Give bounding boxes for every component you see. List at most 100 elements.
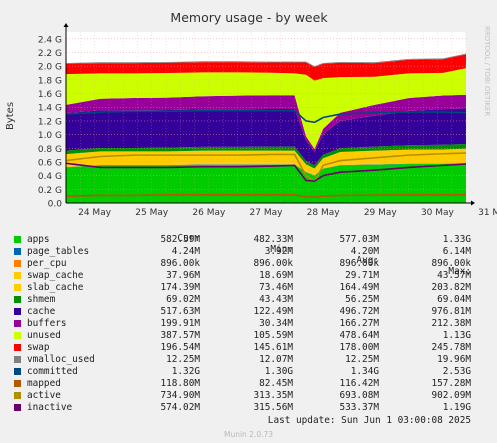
legend-min: 18.69M [259,270,293,281]
legend-min: 122.49M [253,306,293,317]
legend-cur: 4.24M [171,246,200,257]
line-committed [65,109,467,124]
legend-swatch [14,368,21,375]
legend-avg: 533.37M [339,402,379,413]
legend-min: 482.33M [253,234,293,245]
legend-min: 82.45M [259,378,293,389]
legend-min: 145.61M [253,342,293,353]
rrdtool-credit: RRDTOOL / TOBI OETIKER [483,26,491,116]
legend-swatch [14,284,21,291]
legend-avg: 496.72M [339,306,379,317]
x-tick-label: 24 May [78,208,112,218]
area-shmem [66,144,466,169]
memory-chart: Memory usage - by week Bytes RRDTOOL / T… [5,10,497,218]
y-tick-label: 2.0 G [38,63,62,73]
legend-avg: 12.25M [345,354,379,365]
legend-name: page_tables [27,246,90,257]
legend-avg: 478.64M [339,330,379,341]
legend-max: 2.53G [442,366,471,377]
legend-name: inactive [27,402,73,413]
line-inactive [65,162,467,182]
legend-cur: 517.63M [160,306,200,317]
legend-row-cache: cache 517.63M 122.49M 496.72M 976.81M [0,306,497,317]
legend-min: 73.46M [259,282,293,293]
legend-row-swap: swap 196.54M 145.61M 178.00M 245.78M [0,342,497,353]
legend-avg: 164.49M [339,282,379,293]
munin-version: Munin 2.0.73 [223,430,274,439]
area-unused [66,68,466,149]
legend-row-vmalloc_used: vmalloc_used 12.25M 12.07M 12.25M 19.96M [0,354,497,365]
legend-max: 43.57M [437,270,471,281]
legend-avg: 693.08M [339,390,379,401]
legend-cur: 734.90M [160,390,200,401]
legend-max: 203.82M [431,282,471,293]
legend-header-cur: Cur: [177,233,200,244]
legend-swatch [14,296,21,303]
legend-cur: 1.32G [171,366,200,377]
legend-min: 313.35M [253,390,293,401]
legend-row-unused: unused 387.57M 105.59M 478.64M 1.13G [0,330,497,341]
legend-header: Cur: Min: Avg: Max: [0,222,497,277]
legend-max: 1.13G [442,330,471,341]
legend-avg: 116.42M [339,378,379,389]
x-tick-label: 25 May [135,208,169,218]
chart-title: Memory usage - by week [170,10,328,25]
legend-max: 902.09M [431,390,471,401]
legend-row-committed: committed 1.32G 1.30G 1.34G 2.53G [0,366,497,377]
legend-header-avg: Avg: [356,255,379,266]
y-tick-label: 2.2 G [38,49,62,59]
legend-cur: 199.91M [160,318,200,329]
legend-cur: 37.96M [166,270,200,281]
legend-cur: 896.00k [160,258,200,269]
area-buffers [66,94,466,152]
legend-name: cache [27,306,56,317]
legend-max: 69.04M [437,294,471,305]
legend-swatch [14,332,21,339]
x-tick-label: 29 May [364,208,398,218]
legend-avg: 166.27M [339,318,379,329]
legend-avg: 1.34G [350,366,379,377]
legend-swatch [14,320,21,327]
legend-min: 12.07M [259,354,293,365]
last-update: Last update: Sun Jun 1 03:00:08 2025 [267,415,471,426]
legend-name: vmalloc_used [27,354,95,365]
legend-cur: 196.54M [160,342,200,353]
y-tick-label: 0.6 G [38,158,62,168]
legend-cur: 118.80M [160,378,200,389]
legend-row-shmem: shmem 69.02M 43.43M 56.25M 69.04M [0,294,497,305]
legend-row-inactive: inactive 574.02M 315.56M 533.37M 1.19G [0,402,497,413]
x-axis-arrow [471,200,475,206]
y-tick-label: 1.0 G [38,131,62,141]
y-tick-label: 0.8 G [38,145,62,155]
legend-name: shmem [27,294,56,305]
legend-row-per_cpu: per_cpu 896.00k 896.00k 896.00k 896.00k [0,258,497,269]
legend-header-min: Min: [270,244,293,255]
line-mapped [65,193,466,198]
legend-name: unused [27,330,61,341]
legend-swatch [14,272,21,279]
legend-max: 245.78M [431,342,471,353]
x-tick-label: 28 May [307,208,341,218]
legend-min: 315.56M [253,402,293,413]
y-tick-label: 1.8 G [38,76,62,86]
legend-avg: 56.25M [345,294,379,305]
legend-name: committed [27,366,78,377]
legend-min: 896.00k [253,258,293,269]
legend-row-mapped: mapped 118.80M 82.45M 116.42M 157.28M [0,378,497,389]
legend-name: swap [27,342,50,353]
y-axis-arrow [63,23,69,27]
legend-swatch [14,308,21,315]
legend-max: 1.19G [442,402,471,413]
legend-max: 212.38M [431,318,471,329]
legend-min: 3.92M [264,246,293,257]
legend-min: 43.43M [259,294,293,305]
legend-cur: 12.25M [166,354,200,365]
legend-name: slab_cache [27,282,84,293]
legend-cur: 69.02M [166,294,200,305]
legend-cur: 387.57M [160,330,200,341]
legend-avg: 577.03M [339,234,379,245]
plot-area: 0.0 0.2 G 0.4 G 0.6 G 0.8 G 1.0 G 1.2 G 1.4 G 1.… [38,23,497,218]
legend-max: 157.28M [431,378,471,389]
legend-name: active [27,390,61,401]
legend-min: 1.30G [264,366,293,377]
